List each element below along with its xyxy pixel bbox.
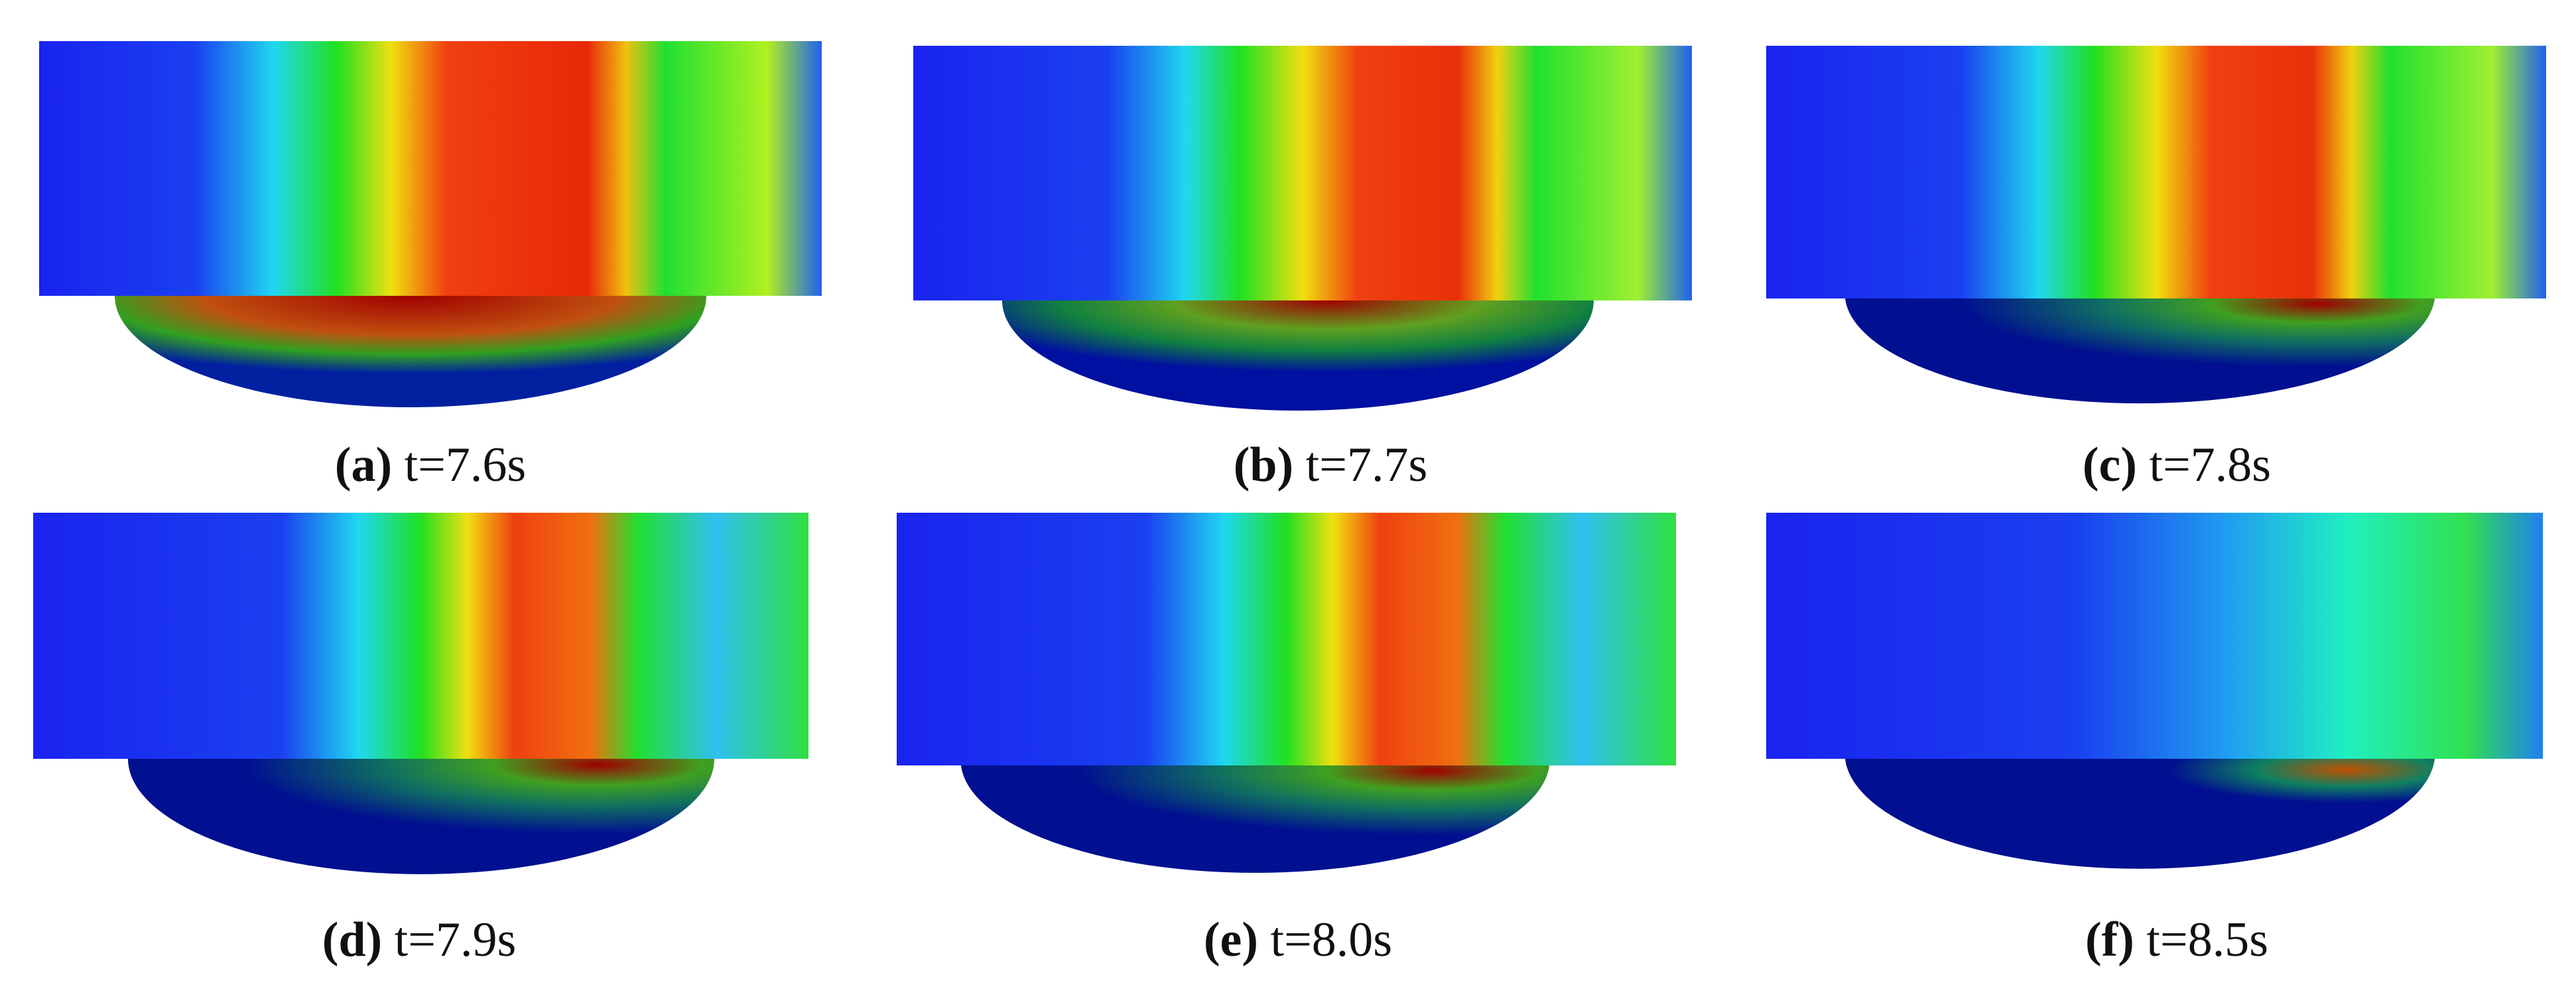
panel-e: (e) t=8.0s [897, 513, 1676, 967]
caption: (d) t=7.9s [322, 913, 517, 967]
contour-pool [1002, 300, 1594, 411]
panel-time: t=8.0s [1271, 913, 1393, 967]
panel-letter: (f) [2085, 913, 2134, 967]
panel-f: (f) t=8.5s [1766, 513, 2543, 967]
panel-letter: (c) [2083, 438, 2137, 492]
panel-letter: (e) [1204, 913, 1258, 967]
contour-pool [961, 765, 1549, 873]
panel-letter: (a) [335, 438, 392, 492]
contour-pool [128, 759, 714, 874]
panel-c: (c) t=7.8s [1766, 46, 2546, 492]
contour-pool [115, 296, 706, 407]
panel-time: t=7.8s [2150, 438, 2272, 492]
panel-d: (d) t=7.9s [33, 513, 808, 967]
contour-pool [1845, 759, 2435, 869]
contour-field [913, 46, 1692, 300]
contour-pool [1845, 298, 2435, 404]
panel-time: t=7.9s [395, 913, 517, 967]
panel-letter: (b) [1234, 438, 1293, 492]
panel-letter: (d) [322, 913, 382, 967]
contour-field [897, 513, 1676, 765]
panel-time: t=7.7s [1306, 438, 1428, 492]
contour-field [33, 513, 808, 759]
panel-b: (b) t=7.7s [913, 46, 1692, 492]
contour-field [1766, 46, 2546, 298]
caption: (e) t=8.0s [1204, 913, 1392, 967]
caption: (f) t=8.5s [2085, 913, 2268, 967]
caption: (a) t=7.6s [335, 438, 526, 492]
contour-field [39, 41, 822, 296]
panel-a: (a) t=7.6s [39, 41, 822, 492]
contour-field [1766, 513, 2543, 759]
caption: (c) t=7.8s [2083, 438, 2271, 492]
panel-time: t=8.5s [2146, 913, 2268, 967]
caption: (b) t=7.7s [1234, 438, 1428, 492]
panel-time: t=7.6s [405, 438, 527, 492]
